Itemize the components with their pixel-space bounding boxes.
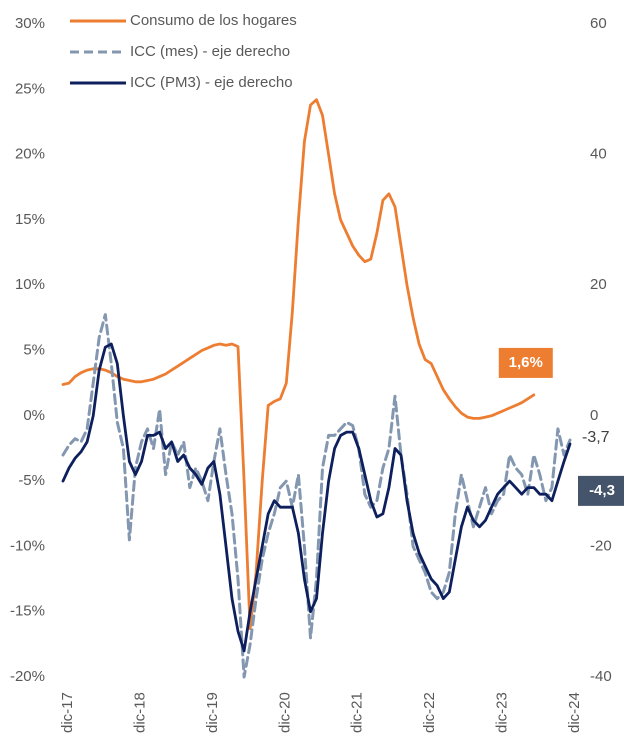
x-tick-label: dic-20 [276,692,293,733]
legend-label: ICC (PM3) - eje derecho [130,74,293,91]
y-tick-label: 5% [23,341,45,358]
x-tick-label: dic-22 [421,692,438,733]
series-line [61,342,572,653]
legend-label: Consumo de los hogares [130,12,297,29]
x-tick-label: dic-18 [131,692,148,733]
y-tick-label: 15% [15,211,45,228]
series-line [61,98,536,631]
y-tick-label: 10% [15,276,45,293]
y-tick-label: -20% [10,668,45,685]
value-label: 1,6% [509,354,543,371]
x-tick-label: dic-21 [349,692,366,733]
series-line [61,313,572,679]
x-tick-label: dic-17 [59,692,76,733]
y-tick-label: 0% [23,407,45,424]
y-tick-label: 25% [15,80,45,97]
x-tick-label: dic-23 [494,692,511,733]
value-label-box [498,347,553,378]
y2-tick-label: 0 [590,407,598,424]
value-label: -3,7 [582,429,610,446]
y-tick-label: -15% [10,603,45,620]
y2-tick-label: 40 [590,146,607,163]
y2-tick-label: -40 [590,668,612,685]
y-tick-label: 30% [15,15,45,32]
value-label: -4,3 [589,482,615,499]
y2-tick-label: 60 [590,15,607,32]
y-tick-label: -5% [18,472,45,489]
y2-tick-label: 20 [590,276,607,293]
y2-tick-label: -20 [590,537,612,554]
x-tick-label: dic-19 [204,692,221,733]
x-tick-label: dic-24 [566,692,583,733]
y-tick-label: 20% [15,146,45,163]
y-tick-label: -10% [10,537,45,554]
legend-label: ICC (mes) - eje derecho [130,43,290,60]
value-label-box [578,475,624,506]
